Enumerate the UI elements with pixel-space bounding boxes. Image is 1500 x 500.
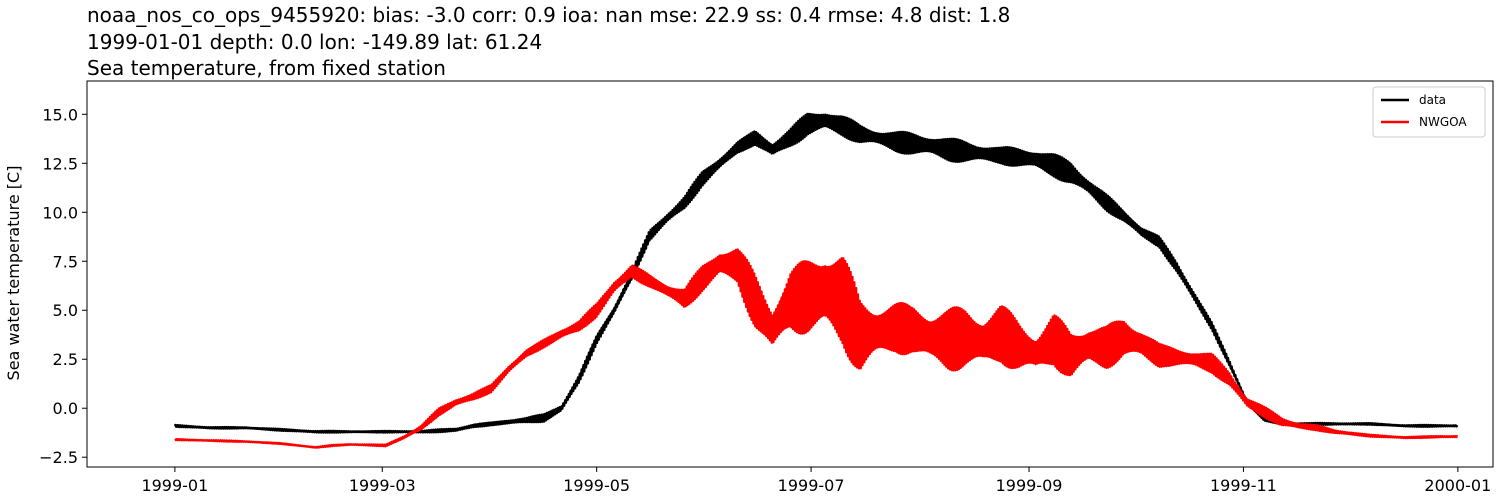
x-tick-label: 1999-11 [1210,476,1277,495]
x-tick-label: 1999-03 [349,476,416,495]
y-tick-label: 12.5 [42,154,78,173]
y-tick-label: 7.5 [53,252,78,271]
title-line-3: Sea temperature, from fixed station [87,56,446,80]
y-tick-label: 5.0 [53,301,78,320]
y-tick-label: 15.0 [42,105,78,124]
x-tick-label: 2000-01 [1424,476,1491,495]
legend-label-nwgoa: NWGOA [1419,115,1467,129]
y-tick-label: −2.5 [39,448,78,467]
y-tick-label: 0.0 [53,399,78,418]
plot-frame [86,80,1494,468]
y-tick-label: 10.0 [42,203,78,222]
x-tick-label: 1999-05 [563,476,630,495]
title-line-1: noaa_nos_co_ops_9455920: bias: -3.0 corr… [87,3,1010,27]
y-axis-label: Sea water temperature [C] [4,166,23,381]
legend: data NWGOA [1372,86,1486,138]
x-tick-label: 1999-07 [778,476,845,495]
x-tick-label: 1999-01 [141,476,208,495]
plot-area [173,112,1459,449]
y-tick-label: 2.5 [53,350,78,369]
series-line-nwgoa [174,248,1459,449]
legend-label-data: data [1419,93,1446,107]
title-line-2: 1999-01-01 depth: 0.0 lon: -149.89 lat: … [87,30,542,54]
x-tick-label: 1999-09 [996,476,1063,495]
chart-title: noaa_nos_co_ops_9455920: bias: -3.0 corr… [87,3,1010,80]
